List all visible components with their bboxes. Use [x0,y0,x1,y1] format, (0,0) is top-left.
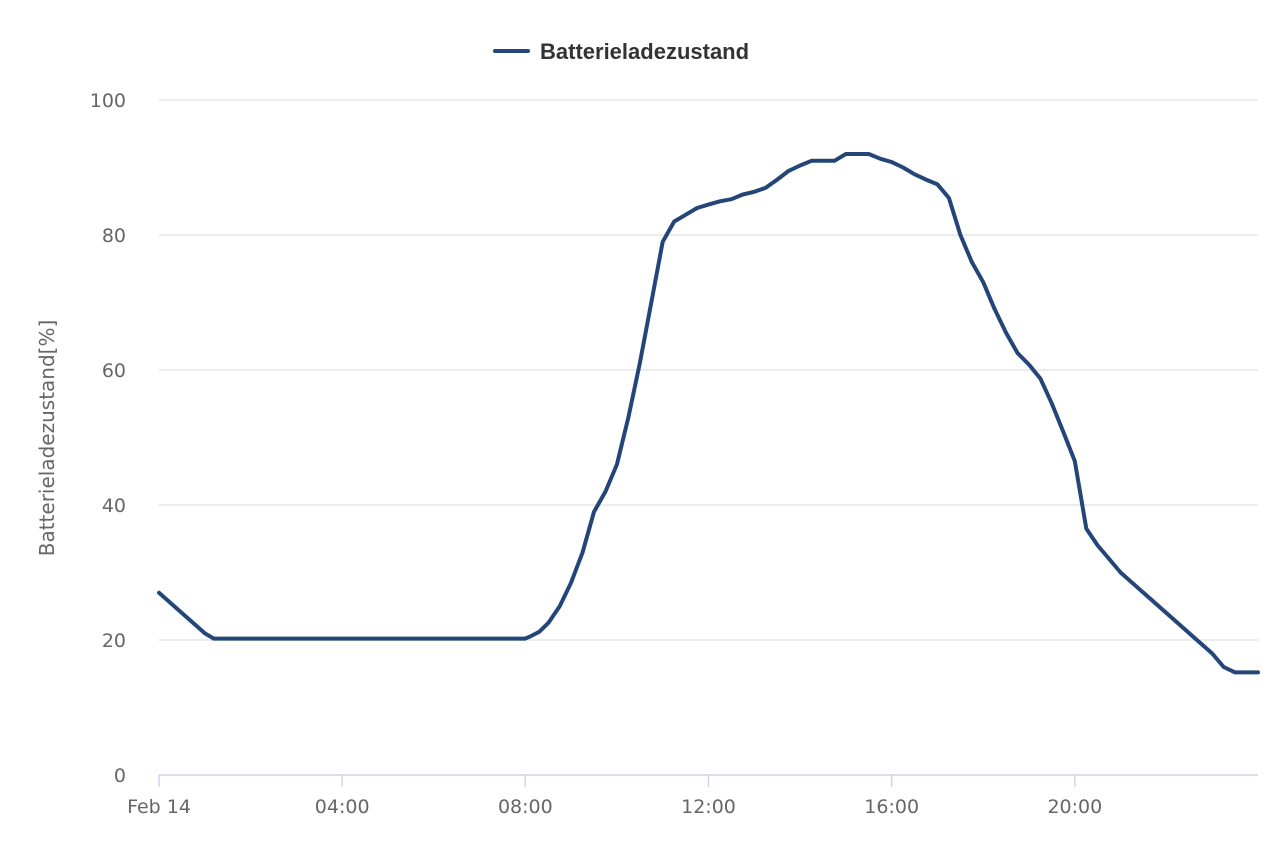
x-axis [158,774,1258,787]
legend[interactable]: Batterieladezustand [493,39,749,64]
series-line-battery-soc[interactable] [157,152,1260,675]
y-axis-title: Batterieladezustand[%] [35,320,59,557]
x-tick-label-16: 16:00 [864,796,919,818]
y-tick-label-0: 0 [114,765,126,787]
y-tick-label-80: 80 [102,225,126,247]
x-tick-label-0: Feb 14 [127,796,191,818]
y-axis: 0 20 40 60 80 100 [90,90,126,787]
plot-area [157,152,1260,675]
x-tick-label-4: 04:00 [315,796,370,818]
x-tick-label-8: 08:00 [498,796,553,818]
y-tick-label-20: 20 [102,630,126,652]
gridlines [159,99,1258,641]
x-axis-labels: Feb 14 04:00 08:00 12:00 16:00 20:00 [127,796,1102,818]
y-tick-label-40: 40 [102,495,126,517]
y-tick-label-60: 60 [102,360,126,382]
legend-entry-battery-soc[interactable]: Batterieladezustand [540,39,749,64]
x-tick-label-12: 12:00 [681,796,736,818]
y-tick-label-100: 100 [90,90,126,112]
x-tick-label-20: 20:00 [1047,796,1102,818]
